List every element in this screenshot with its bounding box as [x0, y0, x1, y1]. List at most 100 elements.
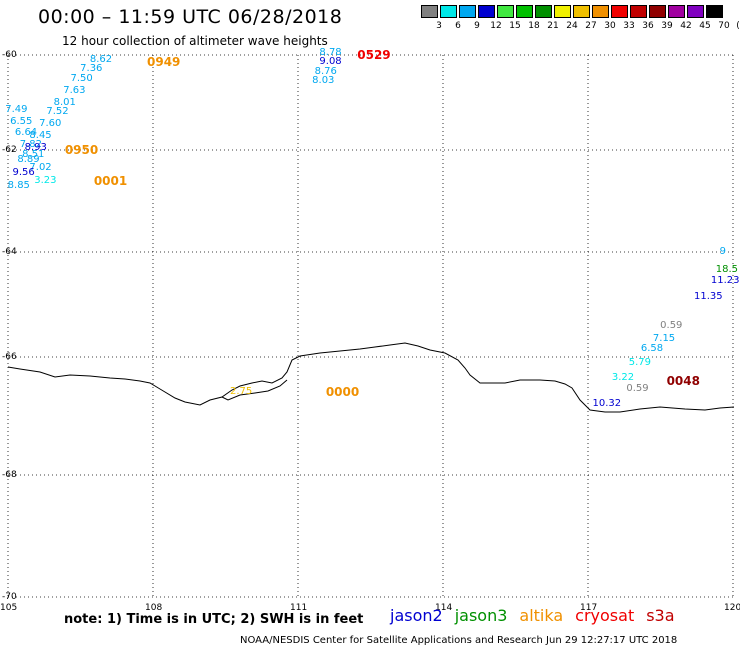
- scale-tick-label: 24: [566, 21, 578, 31]
- credit-line: NOAA/NESDIS Center for Satellite Applica…: [240, 635, 678, 646]
- wave-height-value: 3.22: [611, 371, 635, 383]
- longitude-label: 114: [435, 603, 453, 613]
- scale-tick-label: 27: [585, 21, 597, 31]
- antarctic-coastline: [7, 342, 735, 413]
- wave-height-value: 9: [719, 246, 726, 257]
- wave-height-value: 0.59: [626, 383, 649, 395]
- wave-height-value: 3.23: [34, 174, 57, 186]
- scale-tick-label: 45: [699, 21, 711, 31]
- wave-height-value: 8.51: [22, 149, 45, 161]
- scale-swatch: [573, 5, 590, 18]
- pass-time-label: 0529: [357, 48, 391, 62]
- pass-time-label: 0048: [666, 373, 700, 388]
- scale-swatch: [440, 5, 457, 18]
- map-title: 00:00 – 11:59 UTC 06/28/2018: [38, 6, 343, 28]
- scale-tick-label: 9: [474, 21, 480, 31]
- wave-height-value: 8.45: [29, 129, 52, 141]
- longitude-label: 105: [0, 603, 18, 613]
- scale-swatch: [687, 5, 704, 18]
- scale-tick-label: 42: [680, 21, 692, 31]
- scale-tick-label: 18: [528, 21, 540, 31]
- wave-height-value: 11.23: [710, 274, 740, 286]
- scale-tick-label: 12: [490, 21, 502, 31]
- pass-time-label: 0001: [93, 173, 128, 188]
- pass-time-label: 0000: [325, 385, 360, 400]
- scale-swatch: [706, 5, 723, 18]
- footnote: note: 1) Time is in UTC; 2) SWH is in fe…: [64, 612, 364, 627]
- scale-swatch: [497, 5, 514, 18]
- latitude-label: -62: [2, 145, 17, 155]
- scale-tick-label: (ft): [736, 21, 740, 31]
- scale-tick-label: 70: [718, 21, 730, 31]
- wave-height-value: 7.50: [70, 72, 93, 84]
- wave-height-value: 2.75: [230, 386, 253, 398]
- scale-swatch: [592, 5, 609, 18]
- longitude-label: 117: [580, 603, 598, 613]
- scale-tick-label: 21: [547, 21, 559, 31]
- scale-tick-label: 15: [509, 21, 521, 31]
- wave-height-value: 6.55: [10, 115, 33, 127]
- latitude-label: -66: [2, 352, 17, 362]
- pass-time-label: 0950: [64, 143, 99, 157]
- longitude-label: 120: [724, 603, 740, 613]
- scale-tick-label: 30: [604, 21, 616, 31]
- wave-height-value: 5.79: [628, 356, 652, 368]
- latitude-label: -60: [2, 50, 17, 60]
- coastline-inlet: [221, 379, 288, 401]
- pass-time-label: 0949: [147, 55, 181, 70]
- wave-height-value: 8.78: [319, 46, 342, 58]
- longitude-label: 111: [290, 603, 308, 613]
- wave-height-value: 8.89: [17, 154, 40, 166]
- scale-tick-label: 33: [623, 21, 635, 31]
- wave-height-value: 8.62: [89, 53, 113, 65]
- map-subtitle: 12 hour collection of altimeter wave hei…: [62, 34, 328, 48]
- wave-height-value: 7.15: [652, 332, 676, 344]
- satellite-legend-item: s3a: [646, 606, 675, 625]
- wave-height-value: 8.93: [24, 141, 47, 153]
- latitude-label: -64: [2, 247, 17, 257]
- satellite-legend-item: jason2: [390, 606, 443, 625]
- latitude-label: -68: [2, 470, 17, 480]
- wave-height-value: 7.49: [5, 103, 28, 115]
- scale-swatch: [611, 5, 628, 18]
- wave-height-value: 6.58: [640, 343, 664, 355]
- scale-swatch: [478, 5, 495, 18]
- wave-height-value: 7.52: [46, 106, 69, 117]
- wave-height-value: 7.82: [19, 139, 43, 151]
- lat-lon-grid: [7, 54, 734, 598]
- scale-swatch: [554, 5, 571, 18]
- latitude-label: -70: [2, 592, 17, 602]
- scale-swatch: [535, 5, 552, 18]
- wave-height-value: 7.63: [63, 84, 86, 96]
- satellite-legend-item: cryosat: [575, 606, 635, 625]
- scale-tick-label: 39: [661, 21, 673, 31]
- scale-tick-label: 6: [455, 21, 461, 31]
- scale-swatch: [459, 5, 476, 18]
- wave-height-value: 11.35: [694, 290, 723, 302]
- wave-height-value: 8.01: [53, 96, 76, 108]
- scale-swatch: [516, 5, 533, 18]
- longitude-label: 108: [145, 603, 163, 613]
- wave-height-value: 9.56: [12, 166, 35, 178]
- satellite-legend-item: jason3: [454, 606, 508, 625]
- scale-tick-label: 36: [642, 21, 654, 31]
- wave-height-value: 8.85: [7, 179, 30, 191]
- wave-height-value: 6.64: [14, 127, 38, 139]
- wave-height-value: 8.76: [314, 65, 337, 77]
- wave-height-value: 0.59: [660, 319, 683, 331]
- scale-tick-label: 3: [436, 21, 442, 31]
- satellite-legend: jason2 jason3 altika cryosat s3a: [390, 606, 687, 625]
- wave-height-value: 10.32: [592, 398, 622, 410]
- wave-height-value: 7.36: [80, 63, 103, 75]
- scale-swatch: [649, 5, 666, 18]
- scale-swatch: [421, 5, 438, 18]
- wave-height-value: 9.08: [319, 56, 342, 68]
- scale-swatch: [630, 5, 647, 18]
- wave-height-value: 7.02: [29, 161, 52, 173]
- wave-height-value: 8.03: [312, 75, 335, 87]
- satellite-legend-item: altika: [519, 606, 564, 625]
- scale-swatch: [668, 5, 685, 18]
- wave-height-value: 7.60: [39, 117, 62, 129]
- wave-height-value: 18.5: [715, 264, 739, 276]
